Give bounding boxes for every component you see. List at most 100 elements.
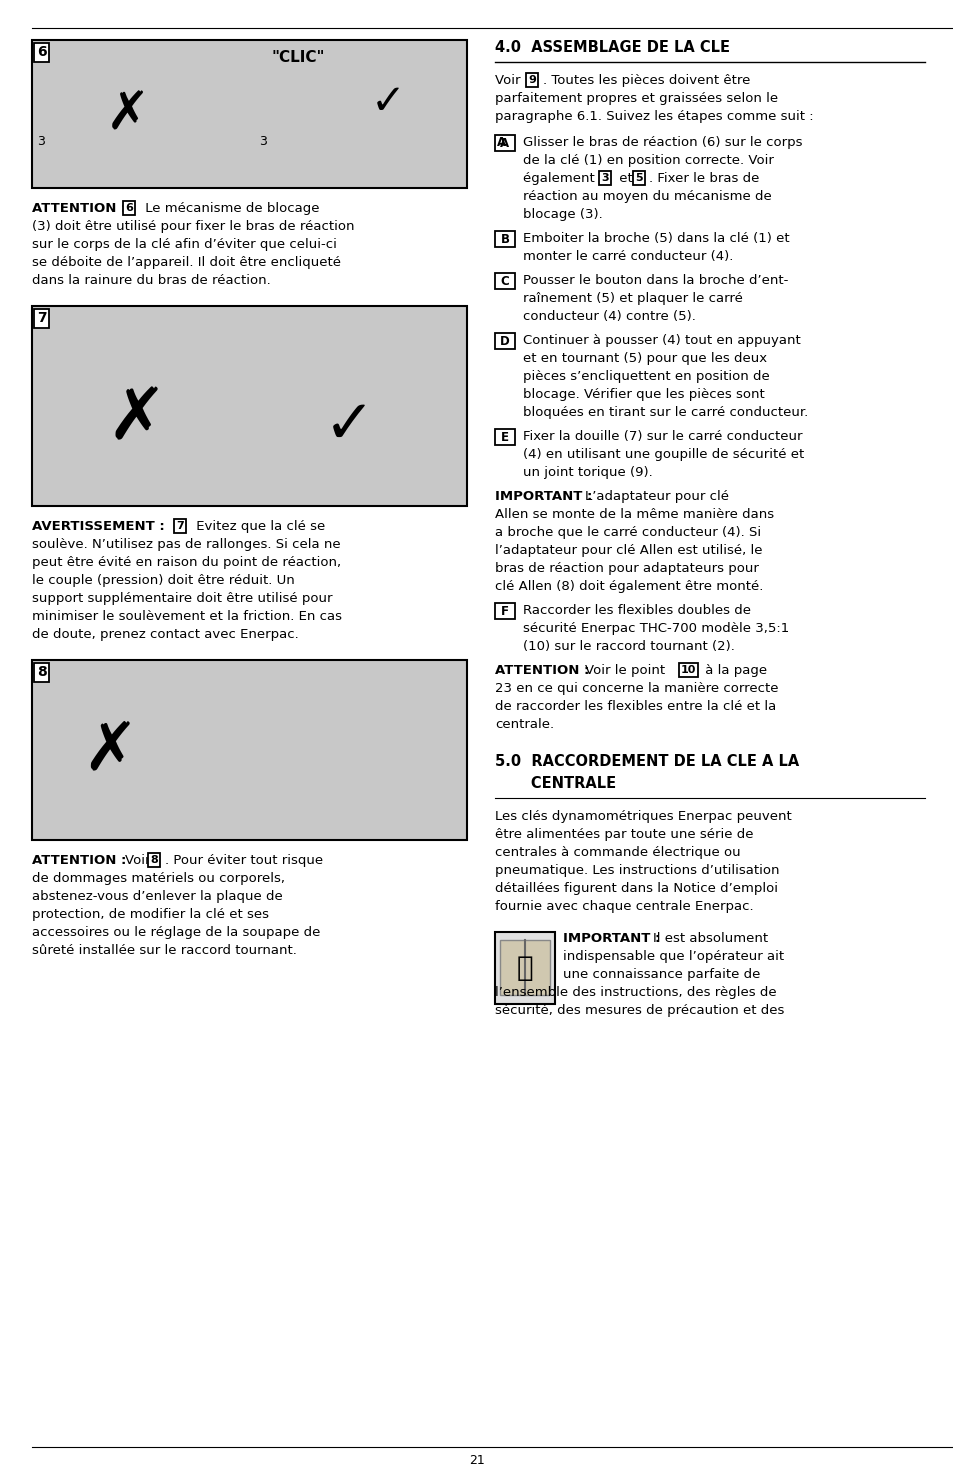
Text: 4.0  ASSEMBLAGE DE LA CLE: 4.0 ASSEMBLAGE DE LA CLE (495, 40, 729, 55)
Text: raînement (5) et plaquer le carré: raînement (5) et plaquer le carré (522, 292, 742, 305)
Bar (499, 940, 550, 996)
Text: . Pour éviter tout risque: . Pour éviter tout risque (165, 854, 323, 867)
Text: L’adaptateur pour clé: L’adaptateur pour clé (584, 490, 728, 503)
Text: a broche que le carré conducteur (4). Si: a broche que le carré conducteur (4). Si (495, 527, 760, 538)
Text: Il est absolument: Il est absolument (652, 932, 767, 945)
Text: 5.0  RACCORDEMENT DE LA CLE A LA: 5.0 RACCORDEMENT DE LA CLE A LA (495, 754, 799, 768)
Text: A: A (500, 137, 509, 150)
Text: 3: 3 (600, 173, 608, 183)
Text: accessoires ou le réglage de la soupape de: accessoires ou le réglage de la soupape … (32, 926, 320, 940)
Text: ✗: ✗ (82, 717, 138, 783)
Text: l’adaptateur pour clé Allen est utilisé, le: l’adaptateur pour clé Allen est utilisé,… (495, 544, 761, 558)
Text: 6: 6 (37, 46, 47, 59)
Text: conducteur (4) contre (5).: conducteur (4) contre (5). (522, 310, 695, 323)
Text: 5: 5 (635, 173, 642, 183)
Text: "CLIC": "CLIC" (271, 50, 324, 65)
Text: 21: 21 (469, 1454, 484, 1468)
Text: paragraphe 6.1. Suivez les étapes comme suit :: paragraphe 6.1. Suivez les étapes comme … (495, 111, 813, 122)
Text: Continuer à pousser (4) tout en appuyant: Continuer à pousser (4) tout en appuyant (522, 333, 800, 347)
Text: blocage. Vérifier que les pièces sont: blocage. Vérifier que les pièces sont (522, 388, 764, 401)
Text: l’ensemble des instructions, des règles de: l’ensemble des instructions, des règles … (495, 985, 776, 999)
Text: ATTENTION :: ATTENTION : (495, 664, 594, 677)
Text: protection, de modifier la clé et ses: protection, de modifier la clé et ses (32, 909, 269, 920)
Text: 6: 6 (125, 204, 132, 212)
Text: Emboiter la broche (5) dans la clé (1) et: Emboiter la broche (5) dans la clé (1) e… (522, 232, 789, 245)
Text: Voir le point: Voir le point (584, 664, 669, 677)
Bar (495, 429, 515, 445)
Text: 7: 7 (175, 521, 184, 531)
Bar (495, 136, 515, 150)
Text: 7: 7 (37, 311, 47, 324)
Text: IMPORTANT :: IMPORTANT : (495, 490, 597, 503)
Text: le couple (pression) doit être réduit. Un: le couple (pression) doit être réduit. U… (32, 574, 294, 587)
Text: indispensable que l’opérateur ait: indispensable que l’opérateur ait (562, 950, 783, 963)
Text: sur le corps de la clé afin d’éviter que celui-ci: sur le corps de la clé afin d’éviter que… (32, 237, 336, 251)
Text: bloquées en tirant sur le carré conducteur.: bloquées en tirant sur le carré conducte… (522, 406, 807, 419)
Text: sécurité, des mesures de précaution et des: sécurité, des mesures de précaution et d… (495, 1004, 783, 1016)
Text: également: également (522, 173, 598, 184)
Bar (32, 305, 467, 506)
Text: se déboite de l’appareil. Il doit être encliqueté: se déboite de l’appareil. Il doit être e… (32, 257, 340, 268)
Text: une connaissance parfaite de: une connaissance parfaite de (562, 968, 760, 981)
Bar (32, 40, 467, 187)
Text: à la page: à la page (700, 664, 766, 677)
Text: réaction au moyen du mécanisme de: réaction au moyen du mécanisme de (522, 190, 771, 204)
Text: monter le carré conducteur (4).: monter le carré conducteur (4). (522, 249, 733, 263)
Text: CENTRALE: CENTRALE (495, 776, 616, 791)
Text: 3: 3 (258, 136, 267, 148)
Text: soulève. N’utilisez pas de rallonges. Si cela ne: soulève. N’utilisez pas de rallonges. Si… (32, 538, 340, 552)
Text: 23 en ce qui concerne la manière correcte: 23 en ce qui concerne la manière correct… (495, 681, 778, 695)
Text: centrale.: centrale. (495, 718, 554, 732)
Text: 9: 9 (527, 75, 536, 86)
Text: dans la rainure du bras de réaction.: dans la rainure du bras de réaction. (32, 274, 271, 288)
Text: 10: 10 (680, 665, 696, 676)
Text: Raccorder les flexibles doubles de: Raccorder les flexibles doubles de (522, 603, 750, 617)
Text: de raccorder les flexibles entre la clé et la: de raccorder les flexibles entre la clé … (495, 701, 776, 712)
Text: D: D (499, 335, 509, 348)
Text: Fixer la douille (7) sur le carré conducteur: Fixer la douille (7) sur le carré conduc… (522, 431, 801, 442)
Text: un joint torique (9).: un joint torique (9). (522, 466, 652, 479)
Text: Allen se monte de la même manière dans: Allen se monte de la même manière dans (495, 507, 773, 521)
Text: de dommages matériels ou corporels,: de dommages matériels ou corporels, (32, 872, 285, 885)
Bar (495, 232, 515, 246)
Text: C: C (500, 274, 509, 288)
Bar (495, 603, 515, 620)
Text: sûreté installée sur le raccord tournant.: sûreté installée sur le raccord tournant… (32, 944, 296, 957)
Text: de doute, prenez contact avec Enerpac.: de doute, prenez contact avec Enerpac. (32, 628, 298, 642)
Text: sécurité Enerpac THC-700 modèle 3,5:1: sécurité Enerpac THC-700 modèle 3,5:1 (522, 622, 788, 636)
Text: Voir: Voir (125, 854, 154, 867)
Text: être alimentées par toute une série de: être alimentées par toute une série de (495, 827, 753, 841)
Text: abstenez-vous d’enlever la plaque de: abstenez-vous d’enlever la plaque de (32, 889, 282, 903)
Text: détaillées figurent dans la Notice d’emploi: détaillées figurent dans la Notice d’emp… (495, 882, 778, 895)
Text: Evitez que la clé se: Evitez que la clé se (192, 521, 325, 532)
Bar (32, 659, 467, 839)
Text: peut être évité en raison du point de réaction,: peut être évité en raison du point de ré… (32, 556, 341, 569)
Text: ATTENTION :: ATTENTION : (32, 854, 131, 867)
Text: 8: 8 (150, 855, 157, 864)
Text: ATTENTION :: ATTENTION : (32, 202, 131, 215)
Text: Glisser le bras de réaction (6) sur le corps: Glisser le bras de réaction (6) sur le c… (522, 136, 801, 149)
Text: et: et (615, 173, 637, 184)
Text: pièces s’encliquettent en position de: pièces s’encliquettent en position de (522, 370, 769, 384)
Text: Pousser le bouton dans la broche d’ent-: Pousser le bouton dans la broche d’ent- (522, 274, 787, 288)
Text: ✗: ✗ (106, 88, 150, 142)
Text: support supplémentaire doit être utilisé pour: support supplémentaire doit être utilisé… (32, 591, 333, 605)
Bar (495, 932, 555, 1004)
Text: et en tournant (5) pour que les deux: et en tournant (5) pour que les deux (522, 353, 766, 364)
Text: 3: 3 (37, 136, 45, 148)
Text: AVERTISSEMENT :: AVERTISSEMENT : (32, 521, 170, 532)
Text: A: A (497, 136, 506, 149)
Text: ✓: ✓ (324, 397, 375, 456)
Bar (495, 333, 515, 350)
Text: IMPORTANT :: IMPORTANT : (562, 932, 664, 945)
Text: fournie avec chaque centrale Enerpac.: fournie avec chaque centrale Enerpac. (495, 900, 753, 913)
Text: clé Allen (8) doit également être monté.: clé Allen (8) doit également être monté. (495, 580, 762, 593)
Text: B: B (500, 233, 509, 246)
Text: 8: 8 (37, 665, 47, 678)
Text: minimiser le soulèvement et la friction. En cas: minimiser le soulèvement et la friction.… (32, 611, 341, 622)
Text: . Fixer le bras de: . Fixer le bras de (648, 173, 759, 184)
Text: de la clé (1) en position correcte. Voir: de la clé (1) en position correcte. Voir (522, 153, 773, 167)
Text: ✗: ✗ (106, 385, 167, 454)
Text: bras de réaction pour adaptateurs pour: bras de réaction pour adaptateurs pour (495, 562, 758, 575)
Text: centrales à commande électrique ou: centrales à commande électrique ou (495, 847, 740, 858)
